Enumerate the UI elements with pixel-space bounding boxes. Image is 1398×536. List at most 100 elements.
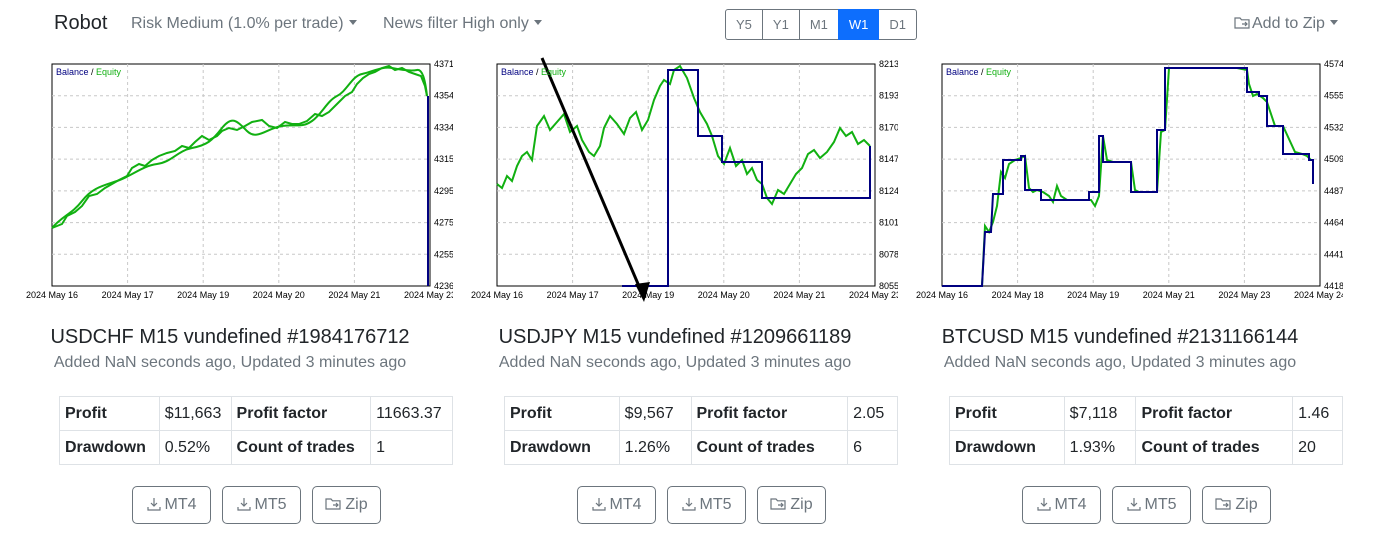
zip-label: Zip	[790, 496, 813, 513]
y-tick-label: 812430	[879, 186, 898, 196]
profit-value: $9,567	[618, 396, 692, 431]
mt4-label: MT4	[1054, 496, 1087, 513]
download-icon	[591, 498, 606, 511]
robot-title: BTCUSD M15 vundefined #2131166144	[941, 326, 1299, 348]
y-tick-label: 429536	[434, 186, 453, 196]
robot-subtitle: Added NaN seconds ago, Updated 3 minutes…	[53, 354, 407, 371]
download-icon	[236, 498, 251, 511]
risk-dropdown[interactable]: Risk Medium (1.0% per trade)	[131, 15, 357, 33]
download-zip-button[interactable]: Zip	[312, 486, 381, 524]
x-tick-label: 2024 May 23	[1218, 290, 1270, 300]
timeframe-y1-button[interactable]: Y1	[761, 9, 800, 40]
x-tick-label: 2024 May 16	[916, 290, 968, 300]
brand-title: Robot	[54, 12, 108, 34]
y-tick-label: 807810	[879, 249, 898, 259]
x-tick-label: 2024 May 23	[849, 290, 898, 300]
mt4-label: MT4	[609, 496, 642, 513]
x-tick-label: 2024 May 20	[698, 290, 750, 300]
drawdown-value: 1.26%	[618, 430, 692, 465]
download-mt5-button[interactable]: MT5	[667, 486, 746, 524]
download-icon	[146, 498, 161, 511]
drawdown-value: 1.93%	[1063, 430, 1137, 465]
robot-title: USDCHF M15 vundefined #1984176712	[50, 326, 410, 348]
y-tick-label: 437118	[434, 59, 453, 69]
y-tick-label: 455564	[1324, 91, 1343, 101]
zip-label: Zip	[345, 496, 368, 513]
stats-row: Profit $7,118 Profit factor 1.46	[949, 396, 1343, 431]
download-mt4-button[interactable]: MT4	[1022, 486, 1101, 524]
y-tick-label: 448712	[1324, 186, 1343, 196]
download-mt4-button[interactable]: MT4	[132, 486, 211, 524]
count-of-trades-value: 20	[1292, 430, 1343, 465]
robot-subtitle: Added NaN seconds ago, Updated 3 minutes…	[943, 354, 1297, 371]
legend-balance: Balance	[56, 67, 91, 77]
stats-row: Drawdown 1.93% Count of trades 20	[949, 430, 1343, 465]
profit-factor-label: Profit factor	[690, 396, 849, 431]
risk-dropdown-label: Risk Medium (1.0% per trade)	[131, 15, 344, 32]
y-tick-label: 817050	[879, 122, 898, 132]
y-tick-label: 427564	[434, 218, 453, 228]
legend-balance: Balance	[946, 67, 981, 77]
stats-row: Drawdown 1.26% Count of trades 6	[504, 430, 898, 465]
download-mt5-button[interactable]: MT5	[222, 486, 301, 524]
x-tick-label: 2024 May 19	[1067, 290, 1119, 300]
profit-label: Profit	[59, 396, 160, 431]
y-tick-label: 441860	[1324, 281, 1343, 291]
x-tick-label: 2024 May 21	[773, 290, 825, 300]
profit-factor-value: 2.05	[847, 396, 898, 431]
caret-down-icon	[1329, 20, 1338, 25]
profit-label: Profit	[504, 396, 620, 431]
legend-separator: /	[981, 67, 986, 77]
x-tick-label: 2024 May 19	[177, 290, 229, 300]
profit-factor-label: Profit factor	[230, 396, 372, 431]
x-tick-label: 2024 May 21	[328, 290, 380, 300]
caret-down-icon	[348, 20, 357, 25]
legend-separator: /	[91, 67, 96, 77]
download-zip-button[interactable]: Zip	[1202, 486, 1271, 524]
legend-equity: Equity	[96, 67, 122, 77]
add-to-zip-dropdown[interactable]: Add to Zip	[1234, 15, 1338, 33]
y-tick-label: 821308	[879, 59, 898, 69]
mt5-label: MT5	[1144, 496, 1177, 513]
balance-equity-chart: 457489 455564 453280 450996 448712 446428 4441…	[916, 59, 1343, 300]
download-mt4-button[interactable]: MT4	[577, 486, 656, 524]
timeframe-w1-button[interactable]: W1	[837, 9, 880, 40]
robot-card: 821308 819360 817050 814740 812430 810120 8078…	[452, 56, 898, 536]
legend-equity: Equity	[541, 67, 567, 77]
timeframe-d1-button[interactable]: D1	[878, 9, 917, 40]
count-of-trades-label: Count of trades	[230, 430, 372, 465]
robot-subtitle: Added NaN seconds ago, Updated 3 minutes…	[498, 354, 852, 371]
legend-separator: /	[536, 67, 541, 77]
news-filter-dropdown[interactable]: News filter High only	[383, 15, 542, 33]
download-zip-button[interactable]: Zip	[757, 486, 826, 524]
x-tick-label: 2024 May 24	[1294, 290, 1343, 300]
chart-legend: Balance / Equity	[946, 67, 1012, 77]
drawdown-label: Drawdown	[949, 430, 1065, 465]
download-icon	[1036, 498, 1051, 511]
x-tick-label: 2024 May 16	[26, 290, 78, 300]
mt5-label: MT5	[699, 496, 732, 513]
y-tick-label: 435452	[434, 91, 453, 101]
timeframe-y5-button[interactable]: Y5	[725, 9, 763, 40]
stats-row: Profit $9,567 Profit factor 2.05	[504, 396, 898, 431]
download-icon	[1126, 498, 1141, 511]
robot-card: 437118 435452 433480 431508 429536 427564 4255…	[7, 56, 453, 536]
profit-value: $7,118	[1063, 396, 1137, 431]
y-tick-label: 446428	[1324, 218, 1343, 228]
count-of-trades-value: 1	[370, 430, 453, 465]
robot-title: USDJPY M15 vundefined #1209661189	[498, 326, 852, 348]
timeframe-m1-button[interactable]: M1	[798, 9, 839, 40]
balance-equity-chart: 821308 819360 817050 814740 812430 810120 8078…	[471, 57, 898, 302]
y-tick-label: 450996	[1324, 154, 1343, 164]
drawdown-label: Drawdown	[504, 430, 620, 465]
chart-legend: Balance / Equity	[501, 67, 567, 77]
download-mt5-button[interactable]: MT5	[1112, 486, 1191, 524]
mt5-label: MT5	[254, 496, 287, 513]
folder-arrow-icon	[770, 498, 786, 510]
y-tick-label: 810120	[879, 218, 898, 228]
y-tick-label: 431508	[434, 154, 453, 164]
count-of-trades-label: Count of trades	[1135, 430, 1294, 465]
legend-equity: Equity	[986, 67, 1012, 77]
